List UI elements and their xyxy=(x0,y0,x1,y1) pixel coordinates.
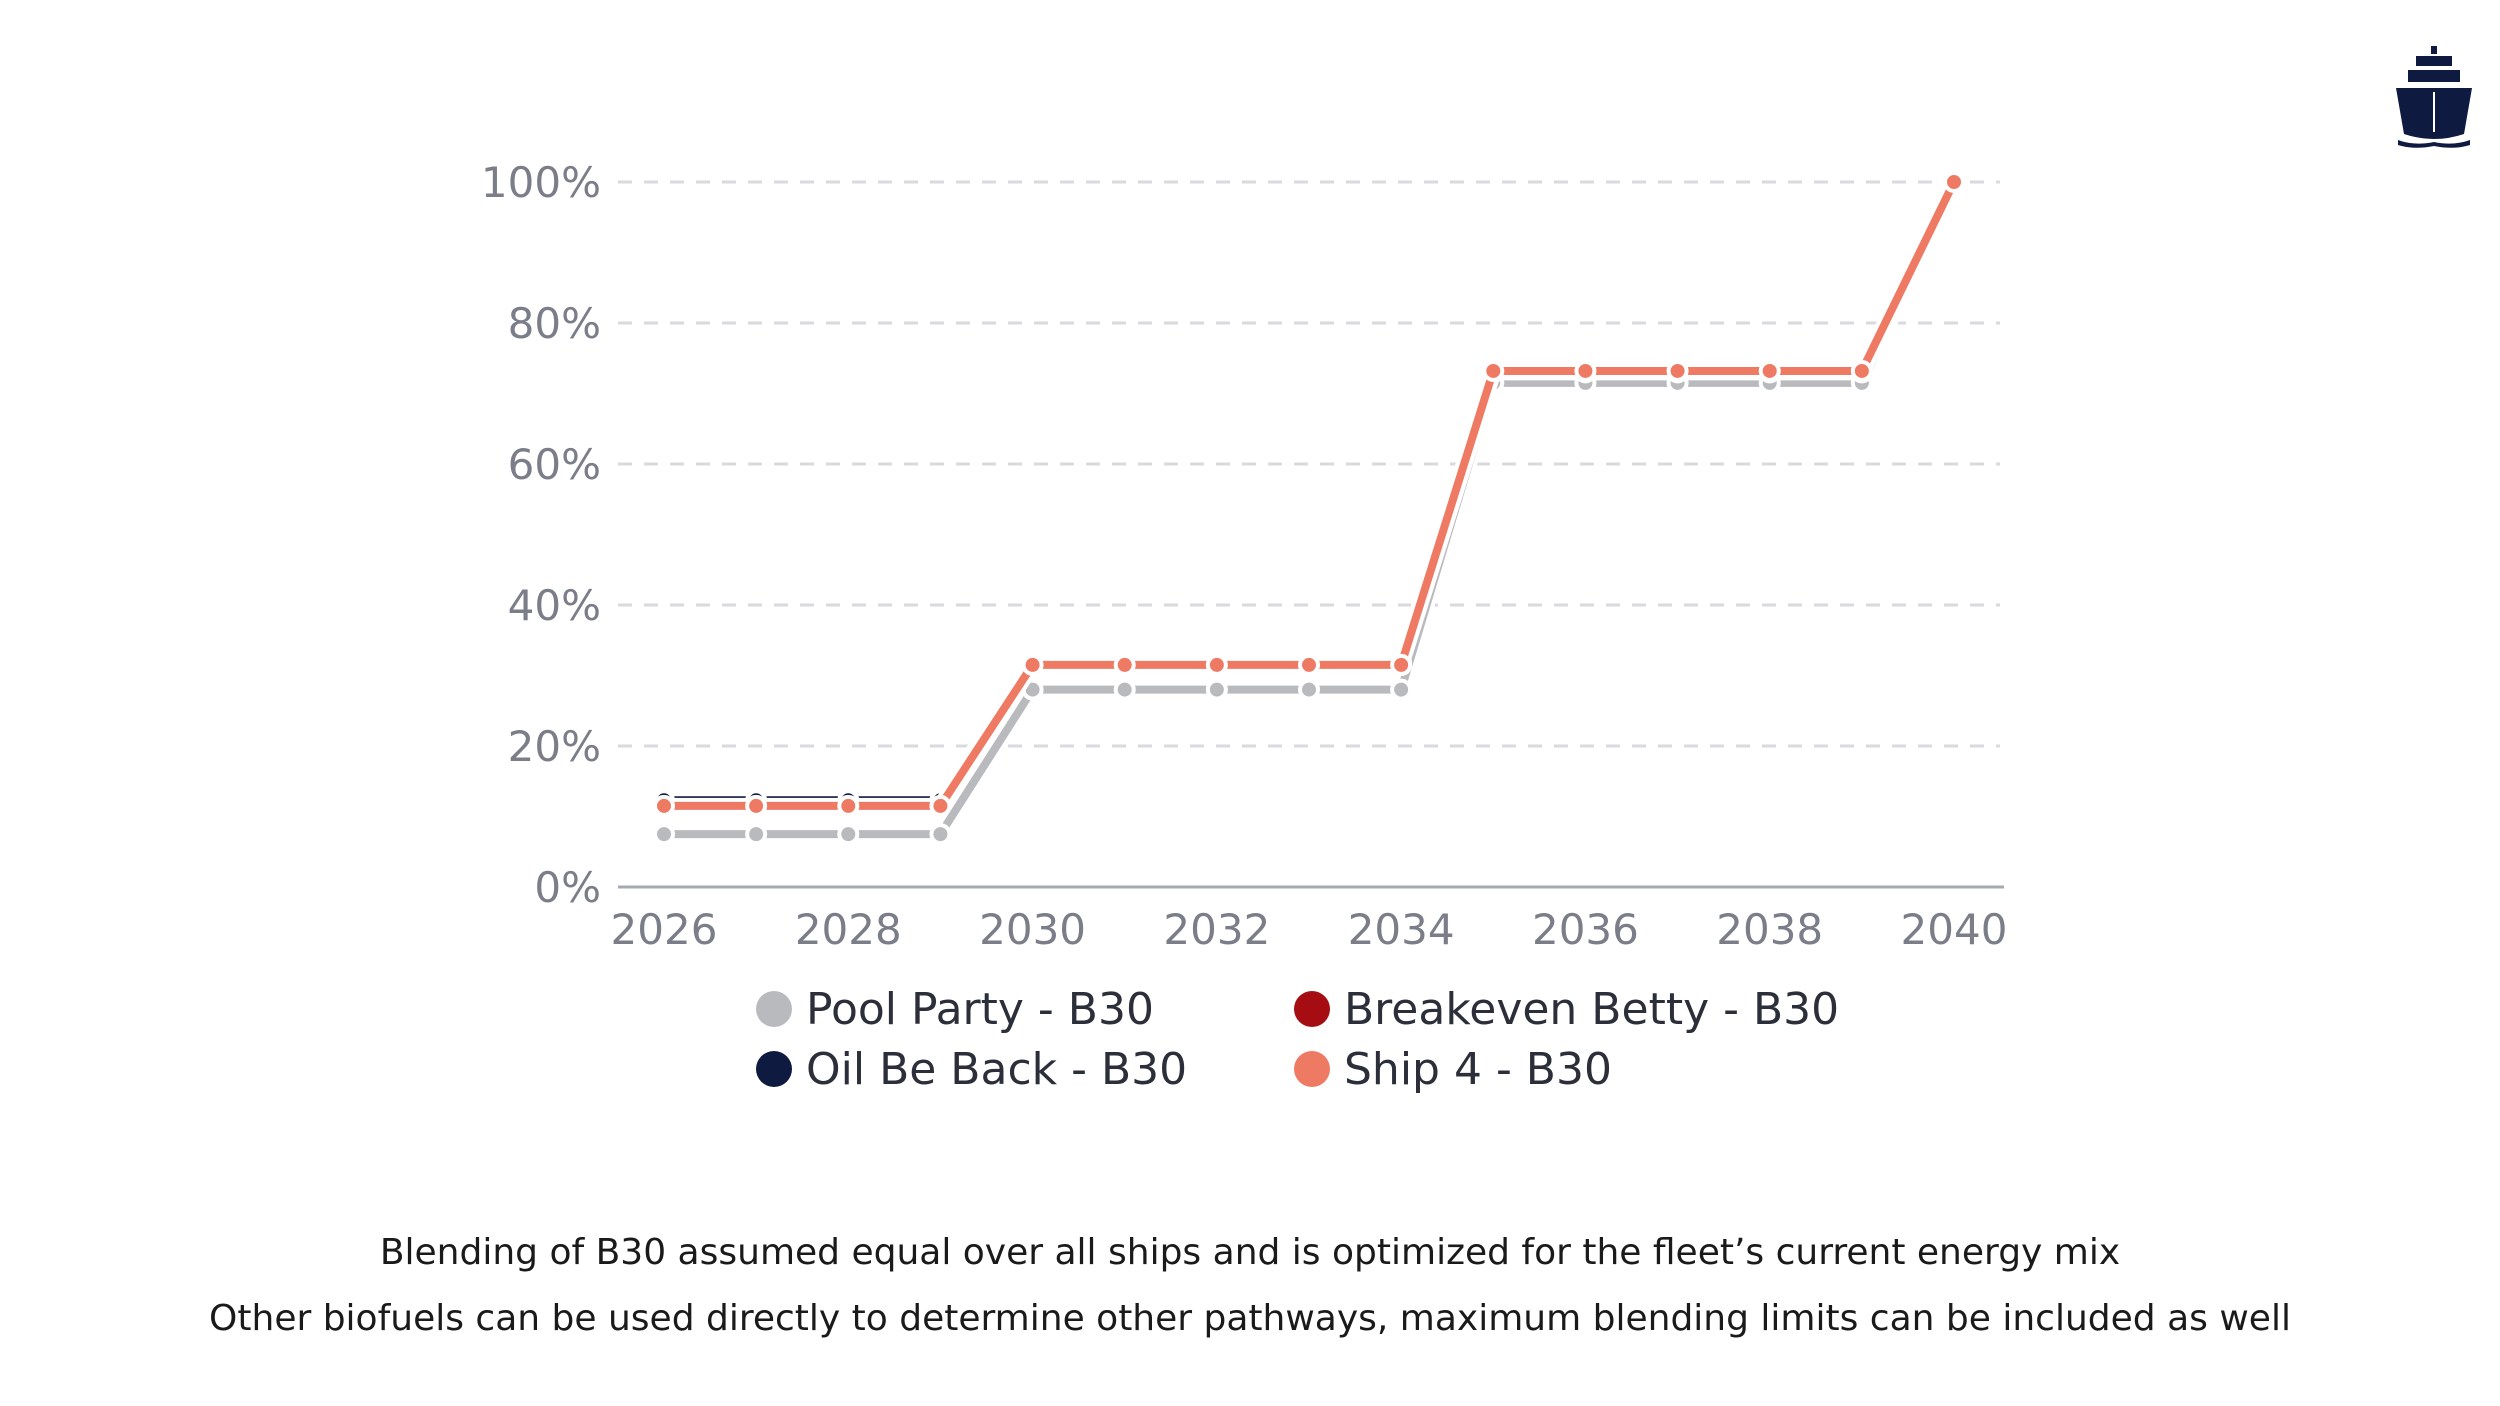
series-4-point xyxy=(1850,359,1873,382)
series-2-line xyxy=(660,178,1958,807)
series-4-line-halo xyxy=(656,174,1962,814)
caption-line-2: Other biofuels can be used directly to d… xyxy=(209,1298,2291,1339)
x-tick-label: 2040 xyxy=(1901,905,2008,954)
caption-line-1: Blending of B30 assumed equal over all s… xyxy=(379,1232,2121,1273)
legend-item-ship-4: Ship 4 - B30 xyxy=(1294,1041,1612,1097)
series-4-point xyxy=(837,794,860,817)
series-4-point xyxy=(1482,359,1505,382)
x-tick-label: 2036 xyxy=(1532,905,1639,954)
x-tick-label: 2034 xyxy=(1348,905,1455,954)
y-tick-label: 80% xyxy=(508,299,601,348)
series-1-line-halo xyxy=(656,174,1962,843)
series-4-point xyxy=(1021,653,1044,676)
legend-marker xyxy=(756,1051,792,1087)
series-4-point xyxy=(929,794,952,817)
y-tick-label: 40% xyxy=(508,581,601,630)
legend-item-pool-party: Pool Party - B30 xyxy=(756,981,1154,1037)
legend-marker xyxy=(1294,1051,1330,1087)
series-1-point xyxy=(653,823,675,846)
series-1-point xyxy=(837,823,860,846)
x-tick-label: 2026 xyxy=(611,905,718,954)
y-tick-label: 60% xyxy=(508,440,601,489)
legend-marker xyxy=(1294,991,1330,1027)
legend-item-breakeven-betty: Breakeven Betty - B30 xyxy=(1294,981,1839,1037)
chart-canvas: 0% 20% 40% 60% 80% 100% 2026 2028 2030 2032 2034 20… xyxy=(481,158,2008,954)
series-4-point xyxy=(1205,653,1228,676)
series-4-point xyxy=(1666,359,1689,382)
series-1-point xyxy=(745,823,768,846)
series-4-point xyxy=(1574,359,1597,382)
y-tick-label: 20% xyxy=(508,722,601,771)
series-4-point xyxy=(1390,653,1413,676)
legend-label: Breakeven Betty - B30 xyxy=(1344,983,1840,1035)
series-4-line xyxy=(660,178,1958,810)
ship-icon xyxy=(2396,46,2472,148)
series-4-point xyxy=(745,794,768,817)
series-4-point xyxy=(1113,653,1136,676)
series-1-line xyxy=(660,178,1958,839)
series-2-line-halo xyxy=(656,174,1962,811)
series-4-point xyxy=(1943,171,1965,193)
x-tick-label: 2030 xyxy=(979,905,1086,954)
legend-label: Ship 4 - B30 xyxy=(1344,1043,1612,1095)
legend-marker xyxy=(756,991,792,1027)
legend-label: Pool Party - B30 xyxy=(806,983,1154,1035)
series-4-point xyxy=(1298,653,1320,676)
legend-item-oil-be-back: Oil Be Back - B30 xyxy=(756,1041,1187,1097)
series-4-point xyxy=(653,794,675,817)
series-1-point xyxy=(1390,678,1413,701)
x-tick-label: 2028 xyxy=(795,905,902,954)
series-3-line xyxy=(660,178,1958,805)
x-tick-label: 2032 xyxy=(1163,905,1270,954)
x-tick-label: 2038 xyxy=(1716,905,1823,954)
y-tick-label: 100% xyxy=(481,158,601,207)
series-1-point xyxy=(1113,678,1136,701)
series-1-point xyxy=(1298,678,1320,701)
series-1-point xyxy=(929,823,952,846)
series-3-line-halo xyxy=(656,174,1962,809)
series-1-point xyxy=(1205,678,1228,701)
legend-label: Oil Be Back - B30 xyxy=(806,1043,1188,1095)
y-tick-label: 0% xyxy=(534,863,601,912)
series-4-point xyxy=(1758,359,1781,382)
